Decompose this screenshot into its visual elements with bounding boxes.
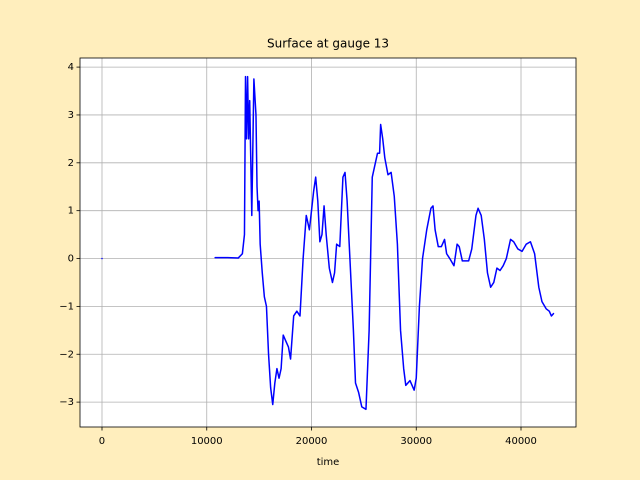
x-tick-label: 30000 [400,436,432,447]
chart-title: Surface at gauge 13 [267,37,389,51]
y-tick-label: 0 [68,254,74,265]
y-tick-label: 1 [68,206,74,217]
line [101,75,555,411]
x-tick-label: 0 [99,436,105,447]
y-tick-label: 4 [68,62,74,73]
x-axis-label: time [317,457,340,468]
y-tick-label: 3 [68,110,74,121]
plot-area [80,58,576,427]
y-tick-label: −1 [59,301,74,312]
x-tick-label: 20000 [296,436,328,447]
y-tick-label: −3 [59,397,74,408]
x-tick-label: 40000 [505,436,537,447]
y-tick-label: −2 [59,349,74,360]
axes-frame [79,57,577,428]
y-tick-label: 2 [68,158,74,169]
x-tick-label: 10000 [191,436,223,447]
